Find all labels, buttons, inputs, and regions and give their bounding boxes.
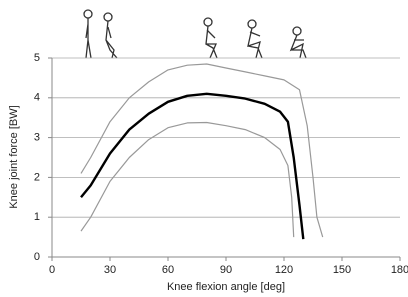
data-line <box>81 123 294 238</box>
figure-slight-bend <box>104 13 117 58</box>
x-tick-label: 30 <box>104 264 116 276</box>
figure-deepest-squat <box>291 27 306 58</box>
x-tick-label: 60 <box>162 264 174 276</box>
x-axis-label: Knee flexion angle [deg] <box>167 281 285 293</box>
x-tick-label: 180 <box>391 264 408 276</box>
y-tick-label: 2 <box>34 171 40 183</box>
chart: Knee joint force [BW] Knee flexion angle… <box>0 0 408 297</box>
y-tick-label: 4 <box>34 92 40 104</box>
x-tick-label: 150 <box>333 264 351 276</box>
x-tick-label: 120 <box>275 264 293 276</box>
y-tick-label: 3 <box>34 132 40 144</box>
x-tick-label: 0 <box>49 264 55 276</box>
stick-figures <box>84 10 306 58</box>
y-axis-label: Knee joint force [BW] <box>8 105 20 208</box>
figure-deep-squat <box>248 20 262 58</box>
figure-standing <box>84 10 92 58</box>
y-tick-label: 1 <box>34 211 40 223</box>
figure-squat <box>204 18 217 58</box>
y-tick-label: 5 <box>34 52 40 64</box>
x-tick-label: 90 <box>220 264 232 276</box>
y-tick-label: 0 <box>34 251 40 263</box>
data-line <box>81 64 323 237</box>
